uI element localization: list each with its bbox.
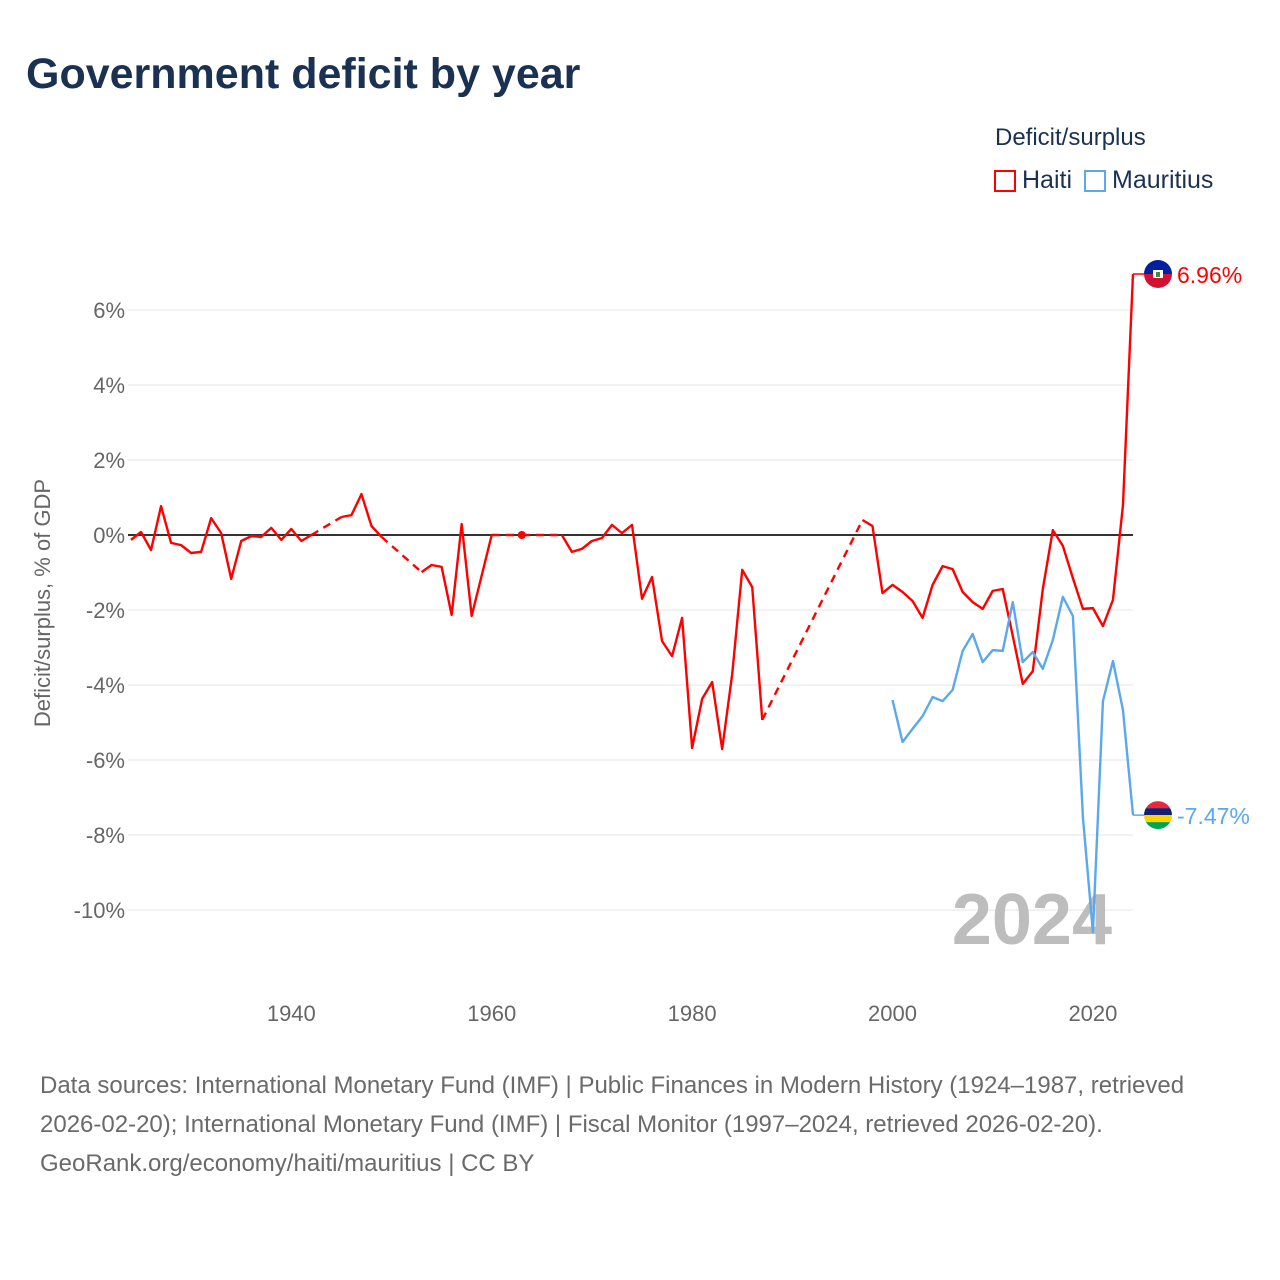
y-tick-label: -8% xyxy=(86,823,125,848)
haiti-end-label: 6.96% xyxy=(1177,262,1242,288)
y-tick-label: -10% xyxy=(74,898,125,923)
x-tick-label: 2000 xyxy=(868,1001,917,1026)
footer: Data sources: International Monetary Fun… xyxy=(40,1066,1240,1183)
x-tick-label: 1940 xyxy=(267,1001,316,1026)
legend-label-haiti: Haiti xyxy=(1022,166,1073,194)
x-tick-label: 1960 xyxy=(467,1001,516,1026)
attribution[interactable]: GeoRank.org/economy/haiti/mauritius | CC… xyxy=(40,1150,535,1177)
current-year-label: 2024 xyxy=(952,880,1112,960)
haiti-line xyxy=(560,523,764,751)
y-tick-label: -4% xyxy=(86,673,125,698)
legend: Haiti Mauritius xyxy=(994,166,1213,195)
legend-title: Deficit/surplus xyxy=(995,124,1146,151)
legend-swatch-haiti xyxy=(994,169,1016,192)
data-sources: Data sources: International Monetary Fun… xyxy=(40,1072,1185,1138)
mauritius-line xyxy=(891,595,1135,934)
y-tick-label: 6% xyxy=(93,298,125,323)
y-tick-label: 2% xyxy=(93,448,125,473)
haiti-line xyxy=(341,492,383,538)
haiti-line xyxy=(861,273,1135,686)
chart-title: Government deficit by year xyxy=(26,50,581,98)
legend-item-haiti[interactable]: Haiti xyxy=(994,166,1072,195)
y-tick-label: -2% xyxy=(86,598,125,623)
y-tick-label: -6% xyxy=(86,748,125,773)
y-axis-label: Deficit/surplus, % of GDP xyxy=(30,479,55,727)
legend-item-mauritius[interactable]: Mauritius xyxy=(1084,166,1213,195)
haiti-line xyxy=(420,522,493,618)
legend-swatch-mauritius xyxy=(1084,169,1107,192)
line-chart: 6% 4% 2% 0% -2% -4% -6% -8% -10% 1940 1960 1980 2000… xyxy=(30,260,1250,1026)
haiti-gap-connector xyxy=(310,515,343,537)
haiti-line xyxy=(130,504,312,581)
haiti-gap-connector xyxy=(761,519,864,721)
x-tick-label: 2020 xyxy=(1068,1001,1117,1026)
y-tick-label: 0% xyxy=(93,523,125,548)
y-tick-label: 4% xyxy=(93,373,125,398)
x-tick-label: 1980 xyxy=(668,1001,717,1026)
legend-label-mauritius: Mauritius xyxy=(1112,166,1214,194)
mauritius-end-label: -7.47% xyxy=(1177,803,1250,829)
haiti-gap-connector xyxy=(380,535,423,574)
haiti-flag-icon xyxy=(1144,260,1172,288)
mauritius-flag-icon xyxy=(1144,801,1172,830)
